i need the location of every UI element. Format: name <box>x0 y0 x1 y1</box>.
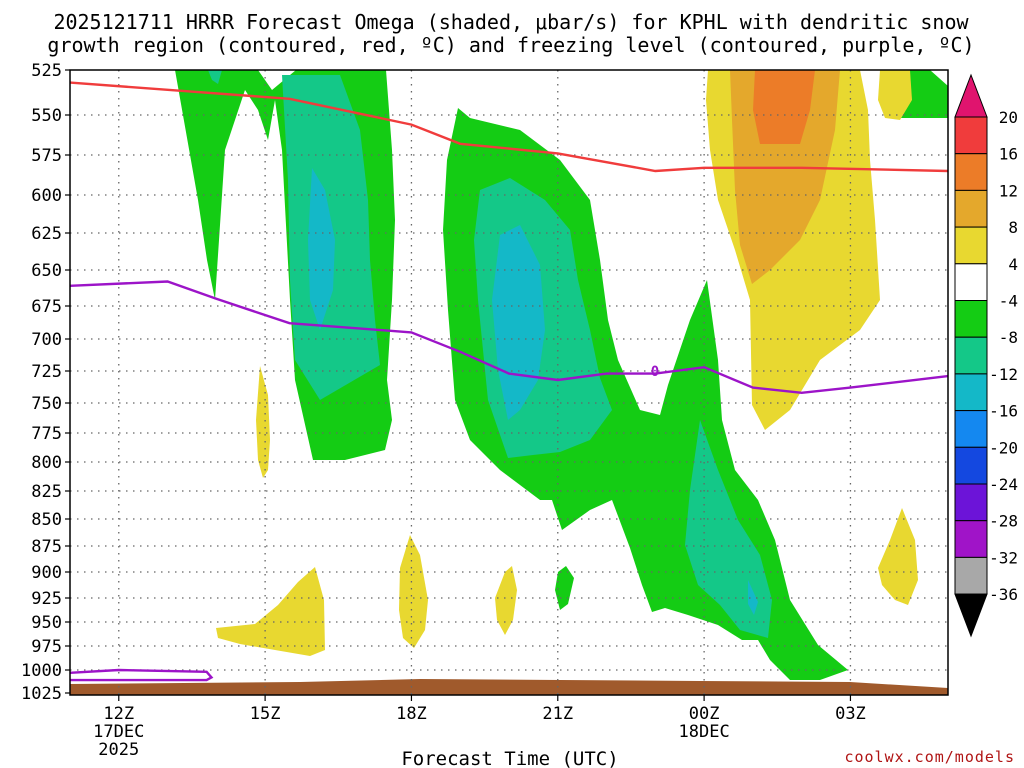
snow-growth-contour-line <box>69 81 949 173</box>
y-tick-label: 925 <box>31 589 62 609</box>
omega-region-a-strong <box>308 168 335 330</box>
colorbar-bin <box>954 520 988 558</box>
omega-pos-region-4 <box>216 567 325 656</box>
x-tick-label: 18Z <box>396 704 427 724</box>
colorbar-bin <box>954 446 988 485</box>
colorbar-bin <box>954 189 988 228</box>
chart-title-line1: 2025121711 HRRR Forecast Omega (shaded, … <box>53 10 969 34</box>
colorbar-label: -32 <box>989 548 1018 567</box>
colorbar-label: 12 <box>999 181 1018 200</box>
x-tick-year: 2025 <box>98 740 139 760</box>
colorbar-label: 16 <box>999 145 1018 164</box>
plot-frame <box>69 69 949 696</box>
omega-pos-region-3 <box>256 366 270 478</box>
colorbar-label: -36 <box>989 585 1018 604</box>
y-axis-ticks: 525 550 575 600 625 650 675 700 725 750 775 800 825 8… <box>21 61 70 704</box>
colorbar-bin <box>954 373 988 412</box>
y-tick-label: 575 <box>31 146 62 166</box>
y-tick-label: 800 <box>31 453 62 473</box>
x-tick-label: 03Z <box>835 704 866 724</box>
colorbar-label: -4 <box>999 292 1018 311</box>
freezing-level-surface-line <box>69 668 214 682</box>
y-tick-label: 1025 <box>21 684 62 704</box>
colorbar-bin <box>954 226 988 265</box>
omega-region-c-mod <box>685 420 772 638</box>
x-tick-label: 21Z <box>542 704 573 724</box>
x-tick-label: 12Z <box>103 704 134 724</box>
omega-pos-region-7 <box>878 508 918 605</box>
y-tick-label: 975 <box>31 637 62 657</box>
omega-pos-region-6 <box>495 566 517 635</box>
colorbar-bin <box>954 336 988 375</box>
y-tick-label: 900 <box>31 563 62 583</box>
colorbar-bin <box>954 300 988 338</box>
y-tick-label: 525 <box>31 61 62 81</box>
omega-positive <box>216 70 918 656</box>
y-tick-label: 550 <box>31 106 62 126</box>
omega-pos-region-2 <box>878 70 912 120</box>
colorbar-bottom-arrow <box>954 593 988 638</box>
x-tick-date: 17DEC <box>93 722 144 742</box>
colorbar-label: 20 <box>999 108 1018 127</box>
colorbar-bin <box>954 153 988 191</box>
colorbar-label: -28 <box>989 512 1018 531</box>
plot-area <box>70 70 948 695</box>
credit-text: coolwx.com/models <box>844 748 1015 766</box>
omega-region-a-top <box>208 70 222 84</box>
y-tick-label: 1000 <box>21 661 62 681</box>
colorbar-label: -16 <box>989 402 1018 421</box>
y-tick-label: 850 <box>31 510 62 530</box>
omega-pos-region-5 <box>399 535 428 648</box>
contour-label-zero: 0 <box>651 364 659 380</box>
y-tick-label: 825 <box>31 482 62 502</box>
colorbar-top-arrow <box>954 73 988 118</box>
colorbar-bin <box>954 556 988 595</box>
x-tick-label: 15Z <box>250 704 281 724</box>
freezing-level-line <box>69 280 949 395</box>
y-tick-label: 700 <box>31 330 62 350</box>
colorbar-label: -8 <box>999 328 1018 347</box>
terrain-ground <box>70 679 948 695</box>
y-tick-label: 750 <box>31 394 62 414</box>
x-axis-label: Forecast Time (UTC) <box>401 748 618 768</box>
y-tick-label: 775 <box>31 424 62 444</box>
colorbar-label: 8 <box>1008 218 1018 237</box>
colorbar-bin <box>954 116 988 155</box>
colorbar-bin <box>954 263 988 301</box>
colorbar-label: -12 <box>989 365 1018 384</box>
x-tick-date: 18DEC <box>679 722 730 742</box>
y-tick-label: 950 <box>31 613 62 633</box>
colorbar: 20 16 12 8 4 -4 -8 -12 -16 -20 -24 -28 -32 -36 <box>954 73 1018 638</box>
chart-title-line2: growth region (contoured, red, ºC) and f… <box>47 33 974 57</box>
colorbar-label: 4 <box>1008 255 1018 274</box>
omega-shading <box>175 70 948 680</box>
omega-pos-region-1-high <box>753 70 815 144</box>
y-tick-label: 725 <box>31 362 62 382</box>
omega-region-c-strong <box>748 580 758 615</box>
y-tick-label: 675 <box>31 297 62 317</box>
y-tick-label: 600 <box>31 186 62 206</box>
colorbar-label: -24 <box>989 475 1018 494</box>
y-tick-label: 875 <box>31 537 62 557</box>
colorbar-bin <box>954 410 988 448</box>
y-tick-label: 650 <box>31 261 62 281</box>
colorbar-bin <box>954 483 988 522</box>
x-tick-label: 00Z <box>689 704 720 724</box>
colorbar-label: -20 <box>989 438 1018 457</box>
y-tick-label: 625 <box>31 224 62 244</box>
omega-region-d-weak <box>555 566 574 610</box>
